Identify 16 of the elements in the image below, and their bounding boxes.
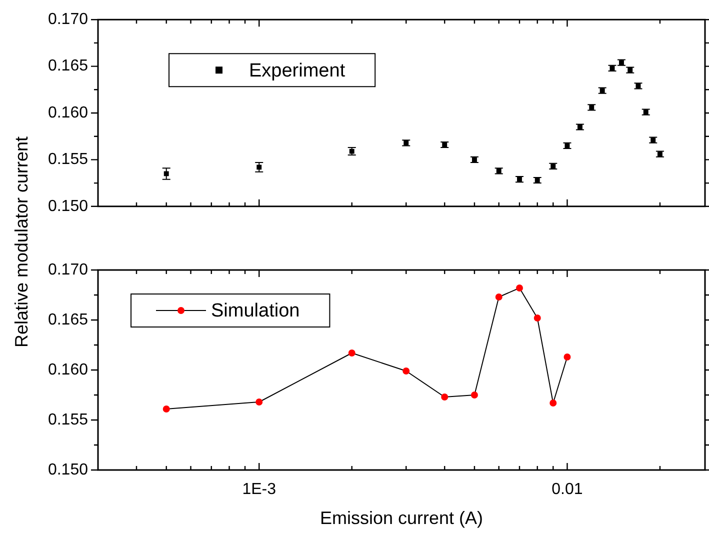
legend-label: Experiment	[249, 60, 346, 82]
y-tick-label: 0.170	[48, 11, 88, 28]
y-tick-label: 0.155	[48, 151, 88, 168]
y-tick-label: 0.155	[48, 411, 88, 428]
y-axis-title: Relative modulator current	[12, 136, 32, 348]
y-tick-label: 0.160	[48, 104, 88, 122]
x-axis-title: Emission current (A)	[320, 508, 484, 528]
legend-label: Simulation	[211, 300, 300, 322]
y-tick-label: 0.165	[48, 58, 88, 75]
y-tick-label: 0.150	[48, 198, 88, 215]
y-tick-label: 0.160	[48, 361, 88, 378]
y-tick-label: 0.170	[48, 261, 88, 278]
x-tick-label: 0.01	[552, 481, 583, 498]
y-tick-label: 0.165	[48, 311, 88, 328]
x-tick-label: 1E-3	[242, 481, 276, 498]
y-tick-label: 0.150	[48, 461, 88, 478]
